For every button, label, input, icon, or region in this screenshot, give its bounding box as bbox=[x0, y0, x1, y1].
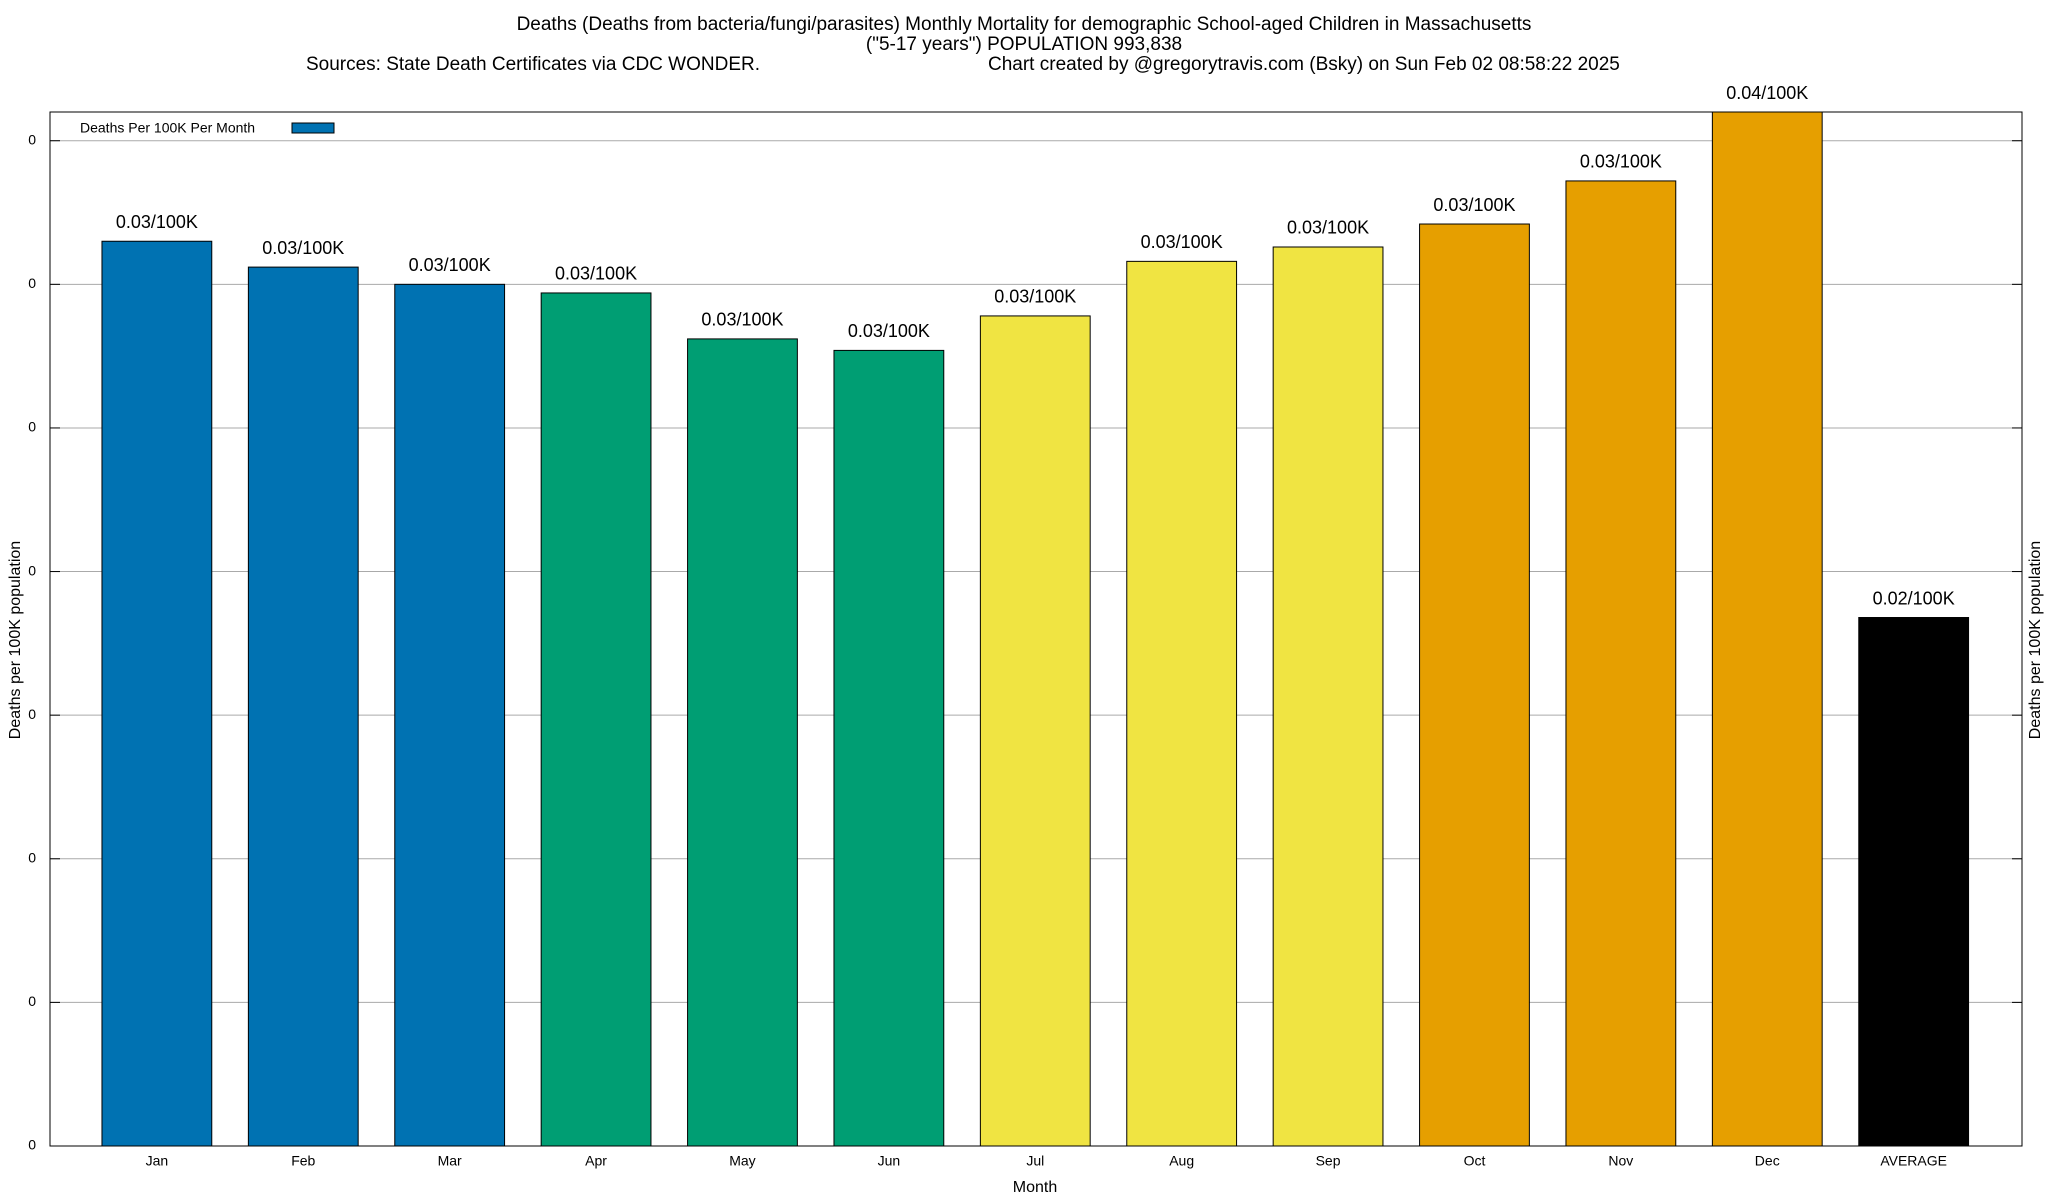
value-label: 0.03/100K bbox=[994, 287, 1076, 307]
chart-subtitle: ("5-17 years") POPULATION 993,838 bbox=[866, 34, 1182, 55]
x-tick-label: Jan bbox=[146, 1153, 169, 1169]
bar bbox=[1858, 617, 1970, 1147]
value-label: 0.04/100K bbox=[1726, 83, 1808, 103]
bar bbox=[1565, 180, 1677, 1147]
bar bbox=[1272, 246, 1384, 1147]
y-tick-label: 0 bbox=[28, 993, 36, 1009]
bar bbox=[101, 240, 213, 1147]
bar bbox=[394, 283, 506, 1147]
chart-credit: Chart created by @gregorytravis.com (Bsk… bbox=[988, 54, 1620, 75]
y-axis-label: Deaths per 100K population bbox=[7, 541, 24, 739]
value-label: 0.03/100K bbox=[555, 264, 637, 284]
legend-label: Deaths Per 100K Per Month bbox=[80, 120, 255, 136]
bar bbox=[979, 315, 1091, 1147]
y2-axis-label: Deaths per 100K population bbox=[2027, 541, 2044, 739]
value-label: 0.03/100K bbox=[1433, 195, 1515, 215]
value-label: 0.03/100K bbox=[116, 212, 198, 232]
x-tick-label: Apr bbox=[585, 1153, 607, 1169]
bar bbox=[1419, 223, 1530, 1147]
x-tick-label: Aug bbox=[1169, 1153, 1194, 1169]
value-label: 0.03/100K bbox=[1580, 152, 1662, 172]
x-tick-label: Nov bbox=[1608, 1153, 1633, 1169]
value-label: 0.02/100K bbox=[1873, 588, 1955, 608]
value-label: 0.03/100K bbox=[409, 255, 491, 275]
chart-title: Deaths (Deaths from bacteria/fungi/paras… bbox=[517, 14, 1532, 35]
y-tick-label: 0 bbox=[28, 1137, 36, 1153]
x-tick-label: Jun bbox=[878, 1153, 901, 1169]
bar bbox=[1126, 260, 1238, 1147]
bar bbox=[1711, 111, 1823, 1147]
bar bbox=[247, 266, 359, 1147]
y-tick-label: 0 bbox=[28, 706, 36, 722]
x-tick-label: Dec bbox=[1755, 1153, 1780, 1169]
y-tick-label: 0 bbox=[28, 275, 36, 291]
y-tick-label: 0 bbox=[28, 131, 36, 147]
x-tick-label: AVERAGE bbox=[1880, 1153, 1947, 1169]
value-label: 0.03/100K bbox=[1287, 218, 1369, 238]
x-tick-label: Feb bbox=[291, 1153, 315, 1169]
bar bbox=[540, 292, 652, 1147]
x-tick-label: Jul bbox=[1026, 1153, 1044, 1169]
x-tick-label: Mar bbox=[438, 1153, 462, 1169]
value-label: 0.03/100K bbox=[262, 238, 344, 258]
value-label: 0.03/100K bbox=[701, 310, 783, 330]
x-axis-label: Month bbox=[1013, 1179, 1057, 1196]
legend-swatch bbox=[291, 122, 335, 134]
x-tick-label: Oct bbox=[1464, 1153, 1486, 1169]
bar bbox=[833, 349, 945, 1147]
x-tick-label: May bbox=[729, 1153, 755, 1169]
y-tick-label: 0 bbox=[28, 419, 36, 435]
y-tick-label: 0 bbox=[28, 562, 36, 578]
bar bbox=[687, 338, 798, 1147]
y-tick-label: 0 bbox=[28, 849, 36, 865]
chart-source: Sources: State Death Certificates via CD… bbox=[306, 54, 760, 75]
value-label: 0.03/100K bbox=[1141, 232, 1223, 252]
x-tick-label: Sep bbox=[1316, 1153, 1341, 1169]
value-label: 0.03/100K bbox=[848, 321, 930, 341]
